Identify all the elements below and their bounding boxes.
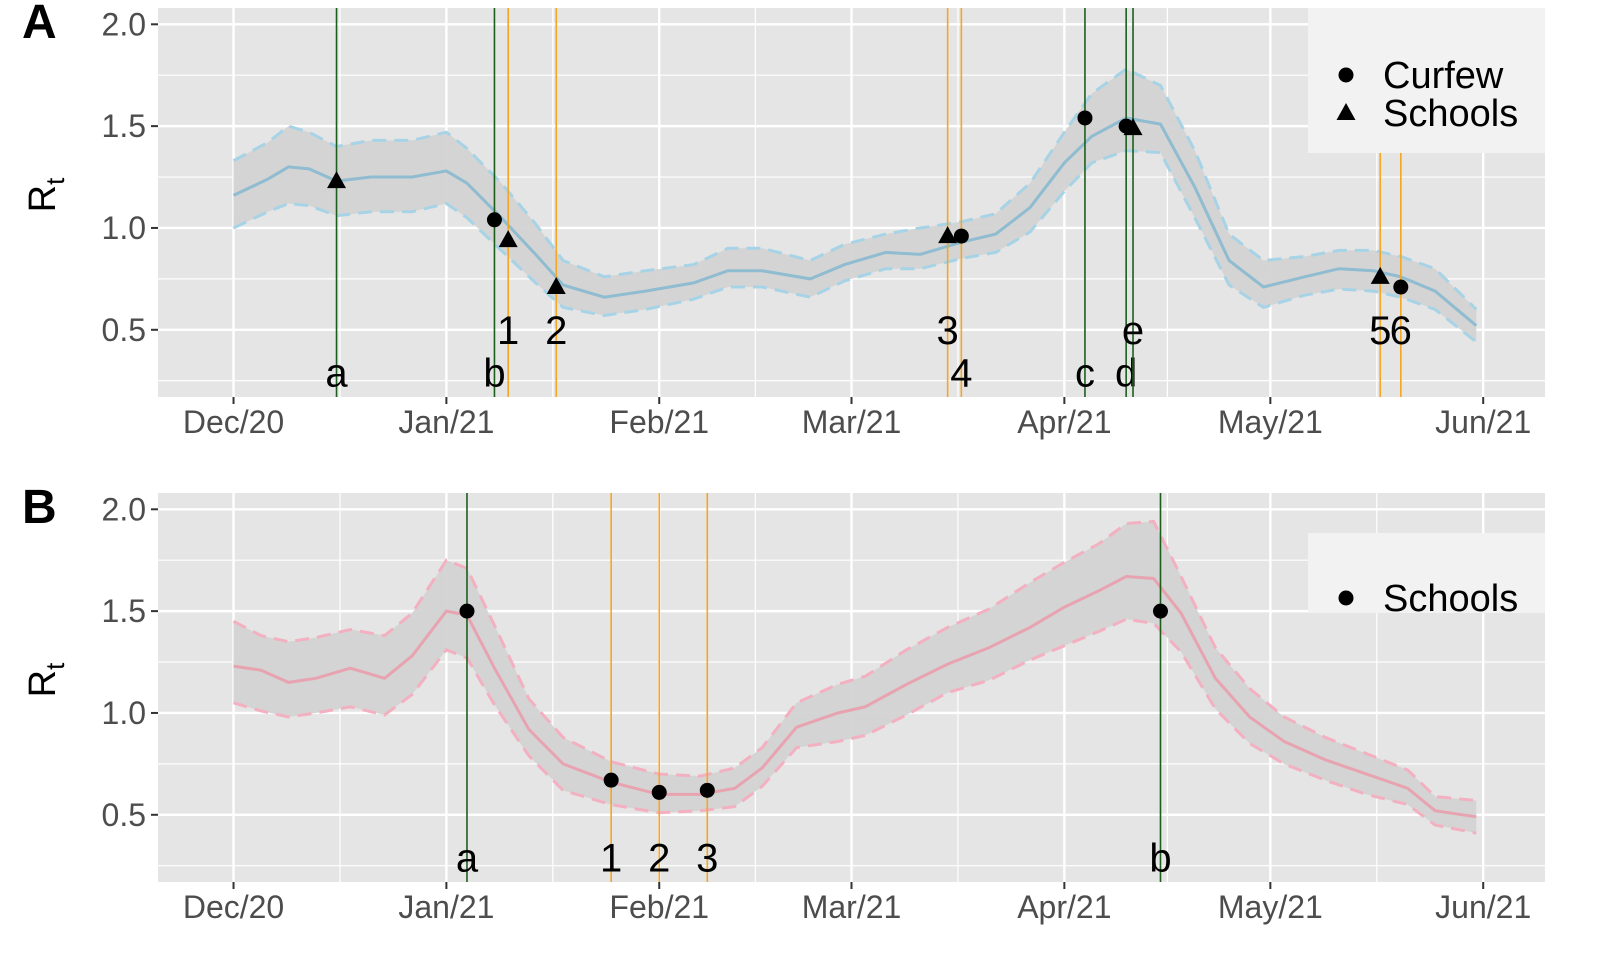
event-label-e: e — [1122, 309, 1144, 353]
event-point-circle — [651, 784, 667, 800]
event-label-6: 6 — [1390, 309, 1412, 353]
y-axis-title: Rt — [22, 662, 70, 697]
y-tick-label: 2.0 — [102, 6, 146, 42]
x-tick-label: Apr/21 — [1017, 889, 1111, 925]
event-label-3: 3 — [937, 309, 959, 353]
lower-bound-line — [232, 149, 1478, 344]
x-tick-label: Dec/20 — [183, 889, 284, 925]
event-point-circle — [953, 228, 969, 244]
x-tick-label: Jan/21 — [398, 889, 494, 925]
x-tick-label: Feb/21 — [609, 889, 709, 925]
event-point-triangle — [498, 230, 518, 248]
rt-estimate-line — [232, 116, 1478, 327]
event-label-5: 5 — [1369, 309, 1391, 353]
y-tick-label: 1.5 — [102, 108, 146, 144]
event-label-1: 1 — [600, 837, 622, 881]
y-tick-label: 2.0 — [102, 491, 146, 527]
legend-label: Curfew — [1383, 55, 1504, 97]
event-point-circle — [486, 212, 502, 228]
panel-b: Dec/20 Jan/21 Feb/21 Mar/21 Apr/21 May/21 Jun/… — [22, 481, 1545, 925]
y-tick-label: 1.5 — [102, 593, 146, 629]
event-point-circle — [1393, 279, 1409, 295]
x-tick-label: Jan/21 — [398, 404, 494, 440]
event-point-triangle — [327, 171, 347, 189]
event-point-triangle — [1123, 118, 1143, 136]
event-label-a: a — [325, 352, 348, 396]
event-label-1: 1 — [497, 309, 519, 353]
legend-label: Schools — [1383, 578, 1518, 620]
event-point-triangle — [546, 277, 566, 295]
event-point-circle — [699, 782, 715, 798]
event-label-a: a — [456, 837, 479, 881]
legend-key-triangle — [1336, 103, 1356, 120]
y-tick-label: 0.5 — [102, 312, 146, 348]
event-point-triangle — [1370, 266, 1390, 284]
y-axis-title: Rt — [22, 177, 70, 212]
rt-estimate-line — [233, 574, 1477, 819]
x-tick-label: Jun/21 — [1435, 404, 1531, 440]
y-tick-label: 1.0 — [102, 210, 146, 246]
event-label-b: b — [483, 352, 505, 396]
event-point-circle — [1152, 603, 1168, 619]
event-label-3: 3 — [696, 837, 718, 881]
event-label-d: d — [1115, 352, 1137, 396]
x-tick-label: Jun/21 — [1435, 889, 1531, 925]
y-axis-title-subscript: t — [40, 662, 70, 670]
upper-bound-line — [232, 519, 1477, 802]
event-point-circle — [459, 603, 475, 619]
x-tick-label: Dec/20 — [183, 404, 284, 440]
x-tick-label: Feb/21 — [609, 404, 709, 440]
event-label-2: 2 — [545, 309, 567, 353]
legend-key-circle — [1338, 67, 1354, 83]
event-label-4: 4 — [950, 352, 972, 396]
legend-key-circle — [1338, 590, 1354, 606]
x-tick-label: May/21 — [1218, 889, 1323, 925]
event-label-b: b — [1149, 837, 1171, 881]
lower-bound-line — [233, 617, 1477, 835]
x-tick-label: Apr/21 — [1017, 404, 1111, 440]
confidence-ribbon — [233, 521, 1477, 834]
x-tick-label: May/21 — [1218, 404, 1323, 440]
y-tick-label: 1.0 — [102, 695, 146, 731]
x-tick-label: Mar/21 — [802, 404, 902, 440]
event-point-triangle — [938, 226, 958, 244]
y-axis-title-subscript: t — [40, 177, 70, 185]
panel-a: Dec/20 Jan/21 Feb/21 Mar/21 Apr/21 May/21 Jun/… — [22, 0, 1545, 440]
panel-letter: A — [22, 0, 57, 49]
event-point-circle — [1077, 110, 1093, 126]
panel-letter: B — [22, 481, 57, 534]
confidence-ribbon — [233, 69, 1477, 342]
legend-label: Schools — [1383, 93, 1518, 135]
event-label-2: 2 — [648, 837, 670, 881]
y-tick-label: 0.5 — [102, 797, 146, 833]
event-point-circle — [603, 772, 619, 788]
event-label-c: c — [1075, 352, 1095, 396]
x-tick-label: Mar/21 — [802, 889, 902, 925]
